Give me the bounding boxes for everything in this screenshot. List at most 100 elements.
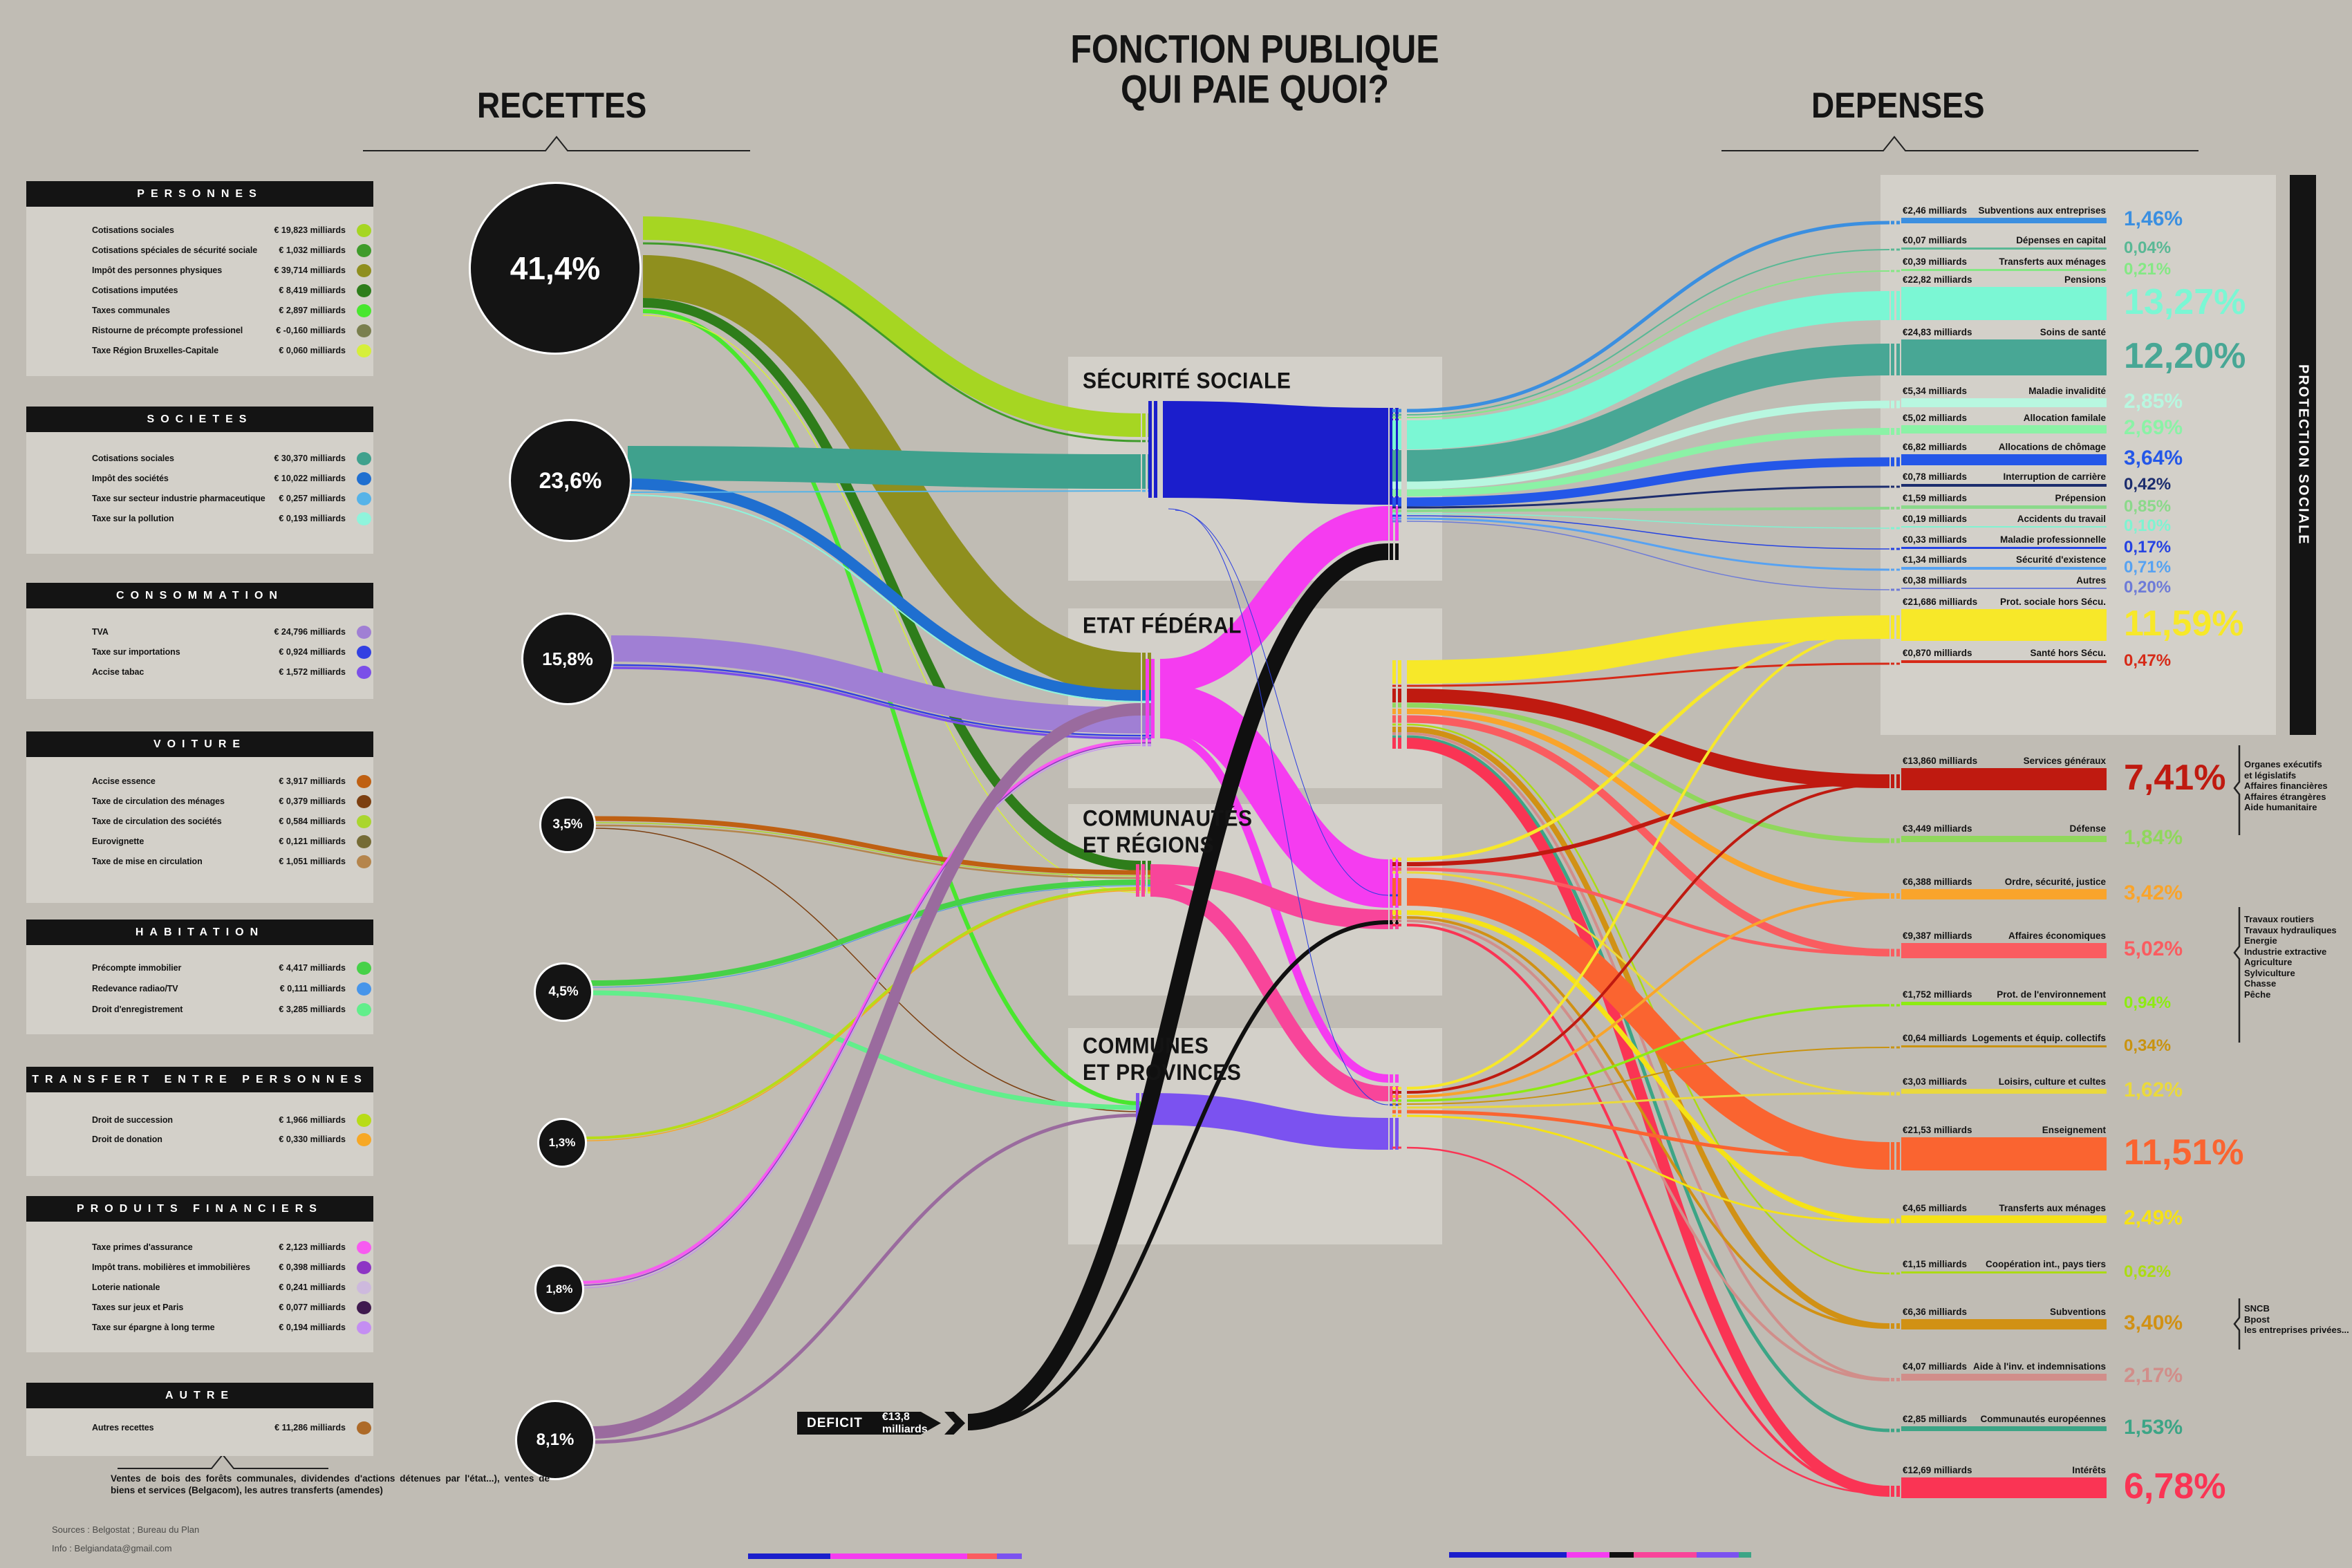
node-slat: [1392, 497, 1396, 507]
node-slat: [1142, 744, 1146, 747]
expense-value: €22,82 milliards: [1903, 274, 1972, 285]
node-slat: [1896, 1092, 1900, 1094]
expense-value: €3,449 milliards: [1903, 823, 1972, 834]
node-slat: [1398, 684, 1401, 687]
expense-bar: [1901, 287, 2107, 320]
sankey-flow: [1406, 738, 1890, 1497]
expense-percentage: 1,62%: [2124, 1078, 2183, 1101]
node-slat: [1392, 702, 1396, 708]
sankey-flow: [1159, 684, 1390, 908]
node-slat: [1395, 543, 1399, 560]
expense-percentage: 0,34%: [2124, 1036, 2172, 1055]
expense-label: Défense: [2069, 823, 2106, 834]
node-slat: [1891, 1093, 1894, 1096]
node-slat: [1398, 520, 1401, 523]
node-label-communautes-regions: COMMUNAUTÉS ET RÉGIONS: [1083, 806, 1253, 858]
node-slat: [1891, 588, 1894, 591]
node-slat: [1136, 881, 1139, 897]
sankey-flow: [1406, 1004, 1890, 1102]
node-slat: [1392, 413, 1396, 416]
sankey-flow: [1406, 1110, 1890, 1159]
legend-item-color-dot: [357, 264, 371, 277]
node-slat: [1891, 1493, 1894, 1495]
node-slat: [1896, 1218, 1900, 1224]
expense-label: Autres: [2076, 575, 2106, 586]
node-slat: [1392, 878, 1396, 906]
node-slat: [1896, 1326, 1900, 1329]
node-slat: [1891, 1491, 1894, 1494]
node-slat: [1390, 920, 1393, 924]
node-slat: [1398, 497, 1401, 507]
legend-item-value: € 0,379 milliards: [279, 796, 346, 806]
legend-section-header: CONSOMMATION: [26, 583, 373, 608]
node-slat: [1398, 735, 1401, 739]
sankey-flow: [1406, 628, 1890, 1090]
node-slat: [1148, 401, 1152, 498]
node-slat: [1891, 1218, 1894, 1224]
node-slat: [1398, 924, 1401, 926]
share-circle-societes: 23,6%: [509, 419, 632, 542]
node-slat: [1392, 510, 1396, 512]
node-slat: [1398, 1110, 1401, 1114]
legend-section-body: Taxe primes d'assurance € 2,123 milliards…: [26, 1222, 373, 1352]
sankey-flow: [610, 666, 1141, 740]
node-slat: [1891, 1272, 1894, 1275]
legend-section-header: PRODUITS FINANCIERS: [26, 1196, 373, 1222]
sankey-flow: [1406, 1092, 1890, 1109]
share-circle-voiture: 3,5%: [539, 796, 596, 853]
node-slat: [1896, 248, 1900, 251]
legend-item-label: Droit de succession: [92, 1115, 173, 1125]
node-slat: [1896, 270, 1900, 272]
node-slat: [1896, 1155, 1900, 1159]
legend-item-value: € 11,286 milliards: [274, 1423, 346, 1432]
node-slat: [1398, 689, 1401, 702]
expense-bar: [1901, 269, 2107, 271]
sankey-flow: [1150, 864, 1389, 929]
expense-bar: [1901, 567, 2107, 570]
sankey-flow: [580, 744, 1141, 1287]
node-slat: [1398, 867, 1401, 871]
node-slat: [1896, 344, 1900, 375]
legend-item-color-dot: [357, 472, 371, 485]
decorative-rule: [1721, 136, 2199, 151]
node-slat: [1398, 1103, 1401, 1105]
node-slat: [1142, 690, 1146, 701]
legend-item-color-dot: [357, 982, 371, 996]
node-slat: [1891, 344, 1894, 375]
expense-value: €4,65 milliards: [1903, 1203, 1968, 1213]
legend-item-label: Impôt des personnes physiques: [92, 265, 223, 275]
legend-section-body: Cotisations sociales € 19,823 milliards Co…: [26, 207, 373, 376]
sankey-flow: [1406, 867, 1890, 956]
expense-annotation: Organes exécutifs et législatifs Affaires …: [2244, 759, 2328, 812]
expense-bar: [1901, 425, 2107, 433]
legend-item-value: € 0,924 milliards: [279, 647, 346, 657]
sankey-flow: [1159, 506, 1389, 693]
node-slat: [1896, 588, 1900, 591]
legend-item-color-dot: [357, 962, 371, 975]
recettes-total-colorbar: [748, 1553, 1022, 1559]
legend-item-color-dot: [357, 244, 371, 257]
node-slat: [1148, 734, 1151, 737]
header-depenses: DEPENSES: [1811, 84, 1985, 126]
legend-item-color-dot: [357, 304, 371, 317]
node-slat: [1392, 1103, 1396, 1105]
expense-value: €6,82 milliards: [1903, 442, 1968, 452]
expense-percentage: 2,17%: [2124, 1364, 2183, 1388]
legend-item-color-dot: [357, 626, 371, 639]
node-slat: [1395, 910, 1399, 929]
decorative-rule: [118, 1453, 328, 1469]
expense-percentage: 0,04%: [2124, 238, 2172, 257]
node-slat: [1392, 862, 1396, 866]
expense-label: Maladie invalidité: [2028, 386, 2106, 396]
node-slat: [1398, 512, 1401, 515]
node-slat: [1398, 481, 1401, 489]
expense-label: Enseignement: [2042, 1125, 2106, 1135]
sankey-flow: [1406, 920, 1890, 1381]
deficit-label: DEFICIT: [807, 1415, 863, 1430]
legend-item-label: Ristourne de précompte professionel: [92, 326, 243, 335]
node-slat: [1891, 248, 1894, 251]
node-slat: [1395, 920, 1399, 924]
deficit-banner: DEFICIT €13,8 milliards: [797, 1412, 941, 1435]
node-slat: [1891, 952, 1894, 956]
node-slat: [1392, 506, 1396, 509]
